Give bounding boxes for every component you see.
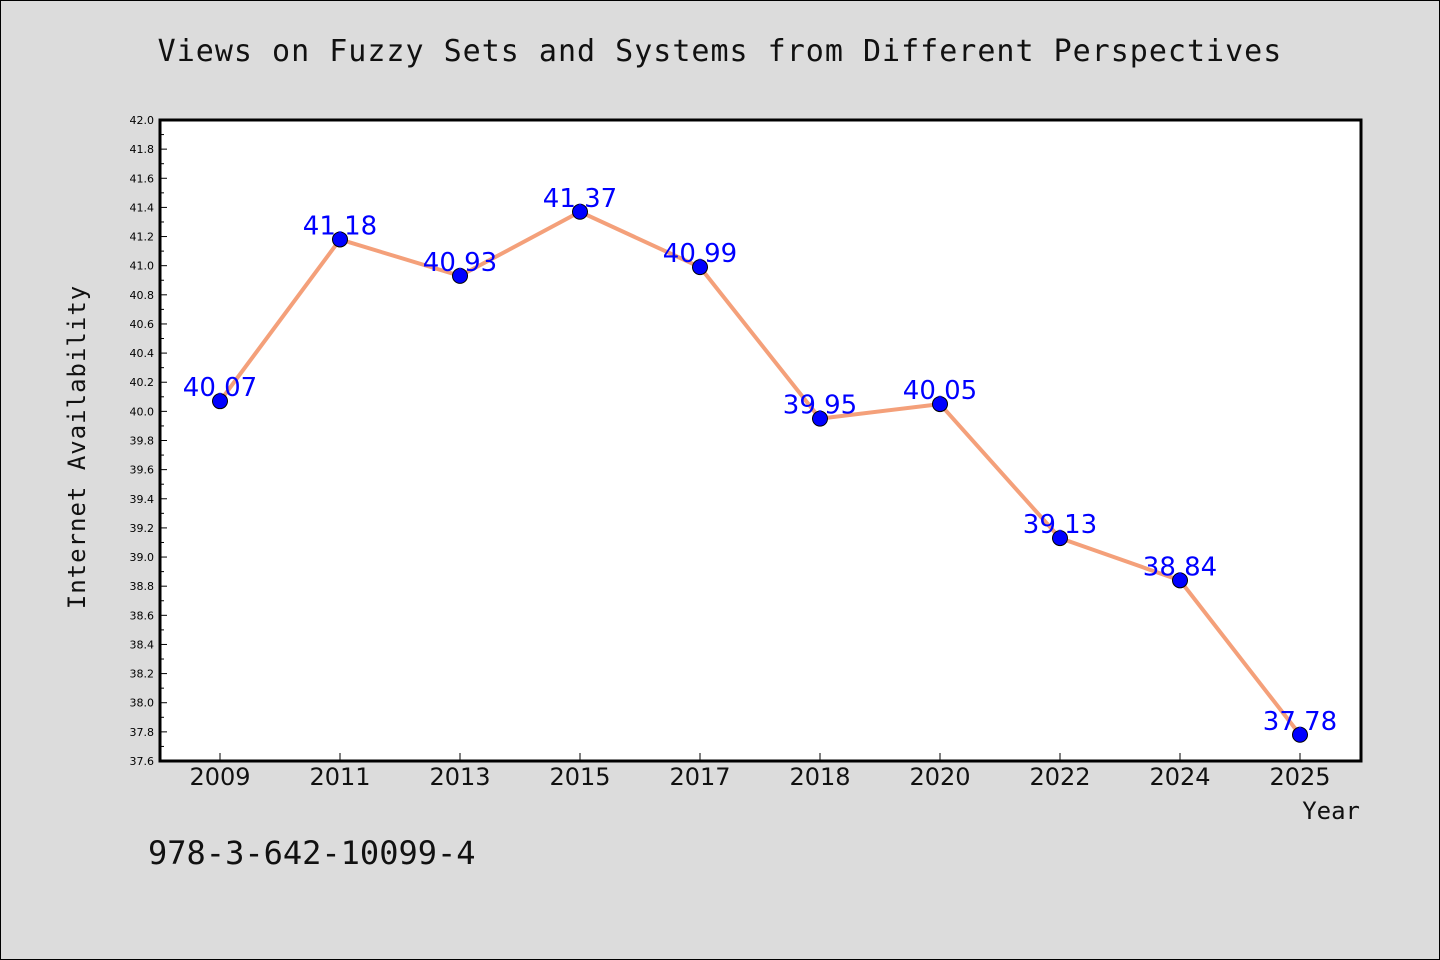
isbn-text: 978-3-642-10099-4: [148, 834, 476, 872]
y-tick-label: 39.8: [130, 435, 155, 448]
data-label: 40.99: [663, 239, 737, 269]
plot-area: [158, 118, 1363, 763]
data-point: [1172, 572, 1188, 589]
chart-title: Views on Fuzzy Sets and Systems from Dif…: [157, 34, 1283, 69]
data-point: [572, 203, 588, 220]
data-point: [212, 393, 228, 410]
data-point: [692, 259, 708, 276]
x-tick-label: 2024: [1149, 763, 1210, 791]
data-label: 40.93: [423, 248, 497, 278]
y-tick-label: 41.6: [130, 172, 155, 185]
y-tick-label: 41.2: [130, 231, 155, 244]
y-tick-label: 42.0: [130, 114, 155, 127]
y-tick-label: 39.4: [130, 493, 155, 506]
x-tick-label: 2022: [1029, 763, 1090, 791]
y-tick-label: 37.6: [130, 755, 155, 768]
y-tick-label: 40.4: [130, 347, 155, 360]
y-tick-label: 41.4: [130, 201, 155, 214]
series-layer: [212, 203, 1308, 743]
y-tick-label: 39.2: [130, 522, 155, 535]
y-tick-label: 38.8: [130, 580, 155, 593]
y-tick-label: 41.8: [130, 143, 155, 156]
y-tick-label: 40.0: [130, 405, 155, 418]
y-tick-label: 38.2: [130, 668, 155, 681]
data-label: 38.84: [1143, 552, 1217, 582]
data-point: [332, 231, 348, 248]
data-point: [452, 267, 468, 284]
y-tick-label: 38.0: [130, 697, 155, 710]
data-label: 41.18: [303, 211, 377, 241]
data-label: 40.07: [183, 373, 257, 403]
data-label: 37.78: [1263, 707, 1337, 737]
x-tick-label: 2020: [909, 763, 970, 791]
x-tick-label: 2011: [309, 763, 370, 791]
y-tick-label: 39.0: [130, 551, 155, 564]
y-tick-label: 40.8: [130, 289, 155, 302]
y-tick-label: 38.6: [130, 609, 155, 622]
data-point: [812, 410, 828, 427]
data-label: 41.37: [543, 184, 617, 214]
data-point: [1052, 530, 1068, 547]
data-label: 40.05: [903, 376, 977, 406]
series-line: [218, 209, 1302, 737]
x-axis-label: Year: [1302, 797, 1360, 825]
data-point: [1292, 726, 1308, 743]
y-tick-label: 37.8: [130, 726, 155, 739]
data-label: 39.95: [783, 391, 857, 421]
y-tick-label: 39.6: [130, 464, 155, 477]
y-tick-label: 40.6: [130, 318, 155, 331]
y-axis: 37.6 37.8 38.0 38.2 38.4 38.6 38.8 39.0 39.2 39.4…: [130, 114, 167, 768]
x-tick-label: 2009: [189, 763, 250, 791]
data-label-layer: 40.07 41.18 40.93 41.37 40.99 39.95 40.05 39.13…: [183, 184, 1337, 737]
x-tick-label: 2015: [549, 763, 610, 791]
x-axis: 2009 2011 2013 2015 2017 2018 2020 2022 2024 2025: [189, 753, 1331, 791]
x-tick-label: 2013: [429, 763, 490, 791]
x-tick-label: 2017: [669, 763, 730, 791]
data-label: 39.13: [1023, 510, 1097, 540]
y-tick-label: 41.0: [130, 260, 155, 273]
y-tick-label: 38.4: [130, 638, 155, 651]
data-point: [932, 396, 948, 413]
y-tick-label: 40.2: [130, 376, 155, 389]
x-tick-label: 2025: [1269, 763, 1330, 791]
x-tick-label: 2018: [789, 763, 850, 791]
